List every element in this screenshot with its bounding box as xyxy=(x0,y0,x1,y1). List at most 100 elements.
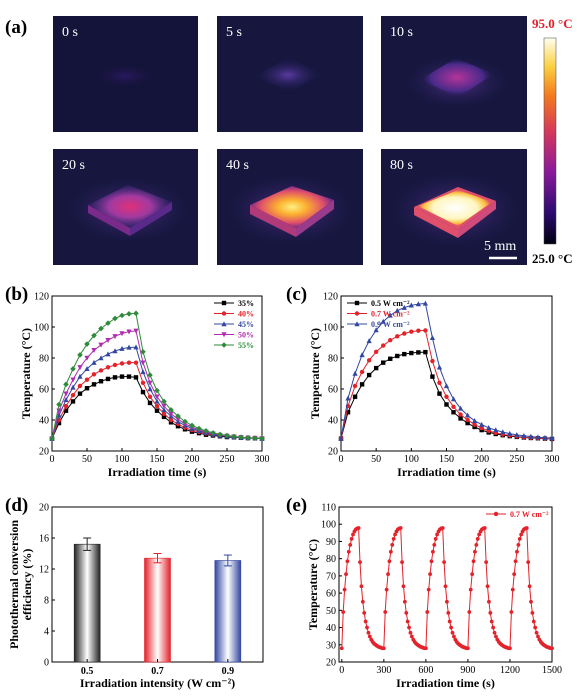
data-point xyxy=(472,422,477,427)
data-point xyxy=(423,646,428,651)
data-point xyxy=(351,532,355,537)
data-point xyxy=(402,331,407,336)
bar xyxy=(144,557,171,663)
data-point xyxy=(408,302,414,308)
data-point xyxy=(359,584,364,589)
data-point xyxy=(112,375,118,380)
data-point xyxy=(126,374,132,379)
data-point xyxy=(70,384,76,390)
data-point xyxy=(352,383,358,389)
y-tick-label: 20 xyxy=(326,658,336,669)
legend-label: 45% xyxy=(238,320,254,329)
data-point xyxy=(161,403,167,409)
category-label: 0.5 xyxy=(81,666,94,677)
data-point xyxy=(105,351,111,357)
data-point xyxy=(550,646,554,651)
y-tick-label: 12 xyxy=(39,565,49,576)
data-point xyxy=(465,420,470,426)
series-line xyxy=(341,527,552,649)
x-tick-label: 600 xyxy=(418,665,433,676)
data-point xyxy=(112,334,118,340)
panel-label-e: (e) xyxy=(286,495,307,516)
data-point xyxy=(105,320,111,326)
time-label-10s: 10 s xyxy=(390,25,413,40)
data-point xyxy=(63,391,69,397)
chart-e: (e) 0 300 600 900 1200 1500 20 30 40 50 60 70 80 90 10… xyxy=(286,495,562,690)
data-point xyxy=(433,536,438,541)
data-point xyxy=(365,625,369,630)
data-point xyxy=(408,630,413,635)
data-point xyxy=(345,395,351,401)
data-point xyxy=(380,318,386,324)
data-point xyxy=(147,400,153,406)
data-point xyxy=(535,434,541,440)
data-point xyxy=(182,418,188,425)
data-point xyxy=(401,584,406,589)
chart-c: (c) 0 50 100 150 200 250 300 20 40 60 80 100 120 Irra… xyxy=(286,284,560,479)
data-point xyxy=(395,353,400,359)
data-point xyxy=(530,611,535,615)
series-line xyxy=(51,312,263,439)
data-point xyxy=(457,405,464,411)
data-point xyxy=(91,382,97,387)
data-point xyxy=(534,630,539,635)
data-point xyxy=(430,549,435,554)
data-point xyxy=(339,646,344,651)
data-point xyxy=(452,634,456,639)
panel-label-b: (b) xyxy=(5,284,28,305)
panel-label-c: (c) xyxy=(286,284,307,305)
data-point xyxy=(381,646,386,651)
y-tick-label: 20 xyxy=(39,447,49,458)
data-point xyxy=(465,417,470,423)
legend-marker xyxy=(354,300,360,306)
data-point xyxy=(342,587,347,592)
legend-marker xyxy=(221,321,227,327)
y-axis-title: Temperature (°C) xyxy=(306,539,320,630)
data-point xyxy=(362,611,367,615)
thermal-image-5s: 5 s xyxy=(217,16,363,132)
data-point xyxy=(471,559,476,564)
thermal-image-20s: 20 s xyxy=(53,149,198,265)
data-point xyxy=(56,420,62,426)
panel-label-d: (d) xyxy=(5,495,28,516)
x-tick-label: 200 xyxy=(185,454,200,465)
data-point xyxy=(447,619,452,624)
data-point xyxy=(63,381,69,388)
data-point xyxy=(70,393,76,398)
x-tick-label: 900 xyxy=(460,665,475,676)
y-tick-label: 80 xyxy=(328,354,338,365)
data-point xyxy=(91,359,97,365)
data-point xyxy=(514,432,520,438)
legend-marker xyxy=(221,311,227,316)
data-point xyxy=(133,310,139,317)
legend-marker xyxy=(354,321,360,327)
data-point xyxy=(367,634,372,639)
y-tick-label: 20 xyxy=(328,447,338,458)
data-point xyxy=(140,369,146,375)
x-tick-label: 0 xyxy=(339,454,344,465)
time-label-0s: 0 s xyxy=(62,25,78,40)
data-point xyxy=(238,434,244,441)
x-tick-label: 100 xyxy=(115,454,130,465)
legend-label: 0.7 W cm⁻² xyxy=(371,310,410,319)
data-point xyxy=(517,536,522,541)
legend-marker xyxy=(354,311,360,316)
y-tick-label: 100 xyxy=(34,323,49,334)
data-point xyxy=(154,398,160,404)
data-point xyxy=(175,424,181,429)
data-point xyxy=(196,425,202,432)
y-tick-label: 100 xyxy=(323,323,338,334)
time-label-80s: 80 s xyxy=(390,158,413,173)
data-point xyxy=(465,412,471,418)
data-point xyxy=(444,394,449,399)
data-point xyxy=(259,435,265,442)
data-point xyxy=(526,560,531,565)
data-point xyxy=(529,599,533,604)
y-axis-title: Temperature (°C) xyxy=(308,328,322,419)
data-point xyxy=(485,584,490,589)
data-point xyxy=(507,430,513,436)
data-point xyxy=(352,370,358,376)
data-point xyxy=(451,404,456,410)
data-point xyxy=(63,403,69,409)
x-axis-title: Irradiation time (s) xyxy=(397,465,496,479)
